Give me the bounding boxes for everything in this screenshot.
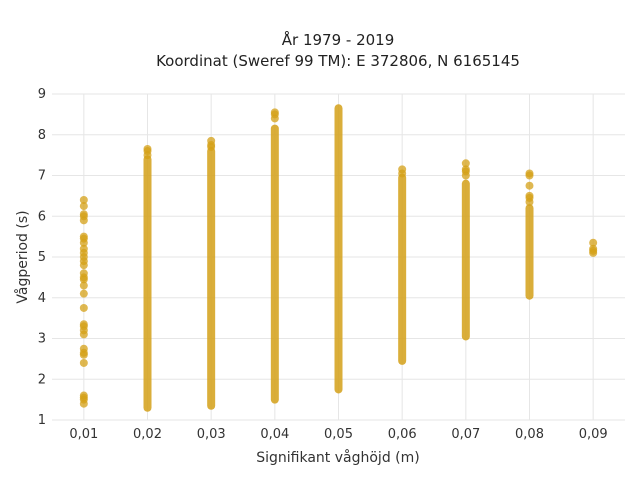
y-axis-label: Vågperiod (s) (14, 210, 31, 303)
y-tick-label: 1 (38, 413, 46, 428)
data-point (461, 159, 470, 168)
data-point (79, 202, 88, 211)
data-point (398, 165, 407, 174)
chart-title: År 1979 - 2019 (282, 30, 395, 49)
x-tick-label: 0,06 (388, 427, 417, 442)
x-tick-label: 0,07 (451, 427, 480, 442)
data-point (525, 169, 534, 178)
data-point (461, 165, 470, 174)
data-point (79, 281, 88, 290)
data-point (525, 181, 534, 190)
x-tick-label: 0,02 (133, 427, 162, 442)
data-point (79, 195, 88, 204)
y-tick-label: 6 (38, 209, 46, 224)
data-point (79, 232, 88, 241)
x-axis-label: Signifikant våghöjd (m) (256, 449, 419, 466)
y-tick-label: 8 (38, 128, 46, 143)
y-tick-label: 9 (38, 87, 46, 102)
data-point (79, 269, 88, 278)
data-point (79, 344, 88, 353)
x-tick-label: 0,03 (197, 427, 226, 442)
data-point (207, 136, 216, 145)
x-tick-labels: 0,01 0,02 0,03 0,04 0,05 0,06 0,07 0,08 0,09 (69, 427, 607, 442)
data-point (79, 244, 88, 253)
x-tick-label: 0,04 (260, 427, 289, 442)
data-point (589, 244, 598, 253)
data-point (79, 358, 88, 367)
data-point (79, 289, 88, 298)
x-tick-label: 0,01 (69, 427, 98, 442)
y-tick-label: 5 (38, 250, 46, 265)
y-tick-labels: 1 2 3 4 5 6 7 8 9 (38, 87, 46, 428)
data-point (79, 210, 88, 219)
chart-subtitle: Koordinat (Sweref 99 TM): E 372806, N 61… (156, 52, 520, 70)
data-point (79, 303, 88, 312)
data-points (79, 104, 598, 412)
y-tick-label: 2 (38, 372, 46, 387)
x-tick-label: 0,08 (515, 427, 544, 442)
data-point (143, 145, 152, 154)
data-point (270, 108, 279, 117)
x-tick-label: 0,09 (579, 427, 608, 442)
y-tick-label: 3 (38, 332, 46, 347)
data-point (525, 191, 534, 200)
y-tick-label: 7 (38, 169, 46, 184)
data-point (79, 391, 88, 400)
x-tick-label: 0,05 (324, 427, 353, 442)
data-point (589, 238, 598, 247)
y-tick-label: 4 (38, 291, 46, 306)
data-point (79, 320, 88, 329)
